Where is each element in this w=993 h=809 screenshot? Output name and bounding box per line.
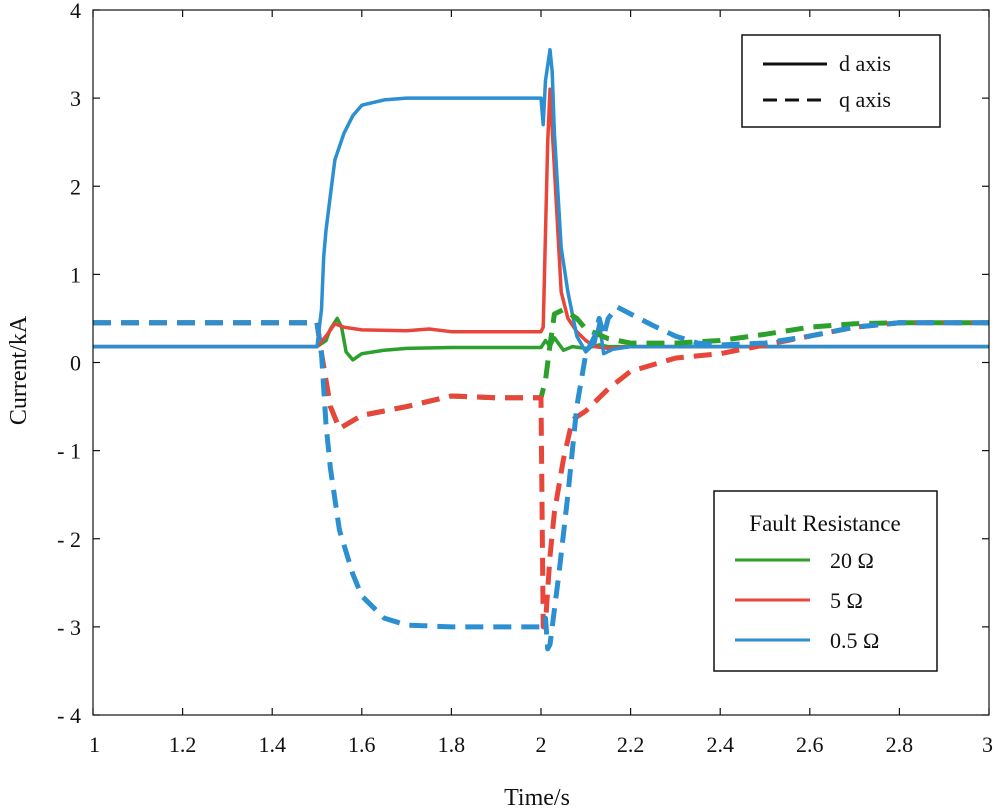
y-axis-label: Current/kA [6,315,32,425]
x-axis-label: Time/s [504,785,570,809]
series-d-axis-5-ohm [93,87,989,351]
y-tick-label: 2 [70,174,81,199]
legend-resistance-label: 5 Ω [830,588,863,613]
legend-style-label: q axis [839,87,891,112]
x-tick-label: 1.4 [258,732,286,757]
series-q-axis-20-ohm [93,307,989,432]
legend-fault-resistance-title: Fault Resistance [749,511,900,536]
y-tick-label: 3 [70,86,81,111]
y-tick-label: - 1 [57,439,81,464]
x-tick-label: 1.2 [169,732,197,757]
x-tick-label: 2.2 [617,732,645,757]
x-tick-label: 1.8 [438,732,466,757]
tick-layer: 1 1.2 1.4 1.6 1.8 2 2.2 2.4 2.6 2.8 3 4 3 2 1 0 - 1 - 2 - … [57,0,993,757]
legend-fault-resistance: Fault Resistance 20 Ω 5 Ω 0.5 Ω [713,490,938,672]
x-tick-label: 1 [89,732,100,757]
x-tick-label: 2.4 [706,732,734,757]
series-layer [93,47,989,652]
legend-resistance-label: 0.5 Ω [830,628,879,653]
x-tick-label: 2 [536,732,547,757]
y-tick-label: - 2 [57,527,81,552]
y-tick-label: - 4 [57,703,81,728]
legend-line-style-box [741,34,941,128]
y-tick-label: 0 [70,351,81,376]
x-tick-label: 2.8 [886,732,914,757]
series-q-axis-5-ohm [93,320,989,630]
y-tick-label: 4 [70,0,81,23]
x-tick-label: 1.6 [348,732,376,757]
legend-resistance-label: 20 Ω [830,548,874,573]
y-tick-label: 1 [70,262,81,287]
series-q-axis-0-5-ohm [93,304,989,652]
series-d-axis-20-ohm [93,316,989,362]
x-tick-label: 2.6 [796,732,824,757]
legend-line-style: d axis q axis [741,34,941,128]
y-tick-label: - 3 [57,615,81,640]
legend-style-label: d axis [839,51,891,76]
x-tick-label: 3 [982,732,993,757]
